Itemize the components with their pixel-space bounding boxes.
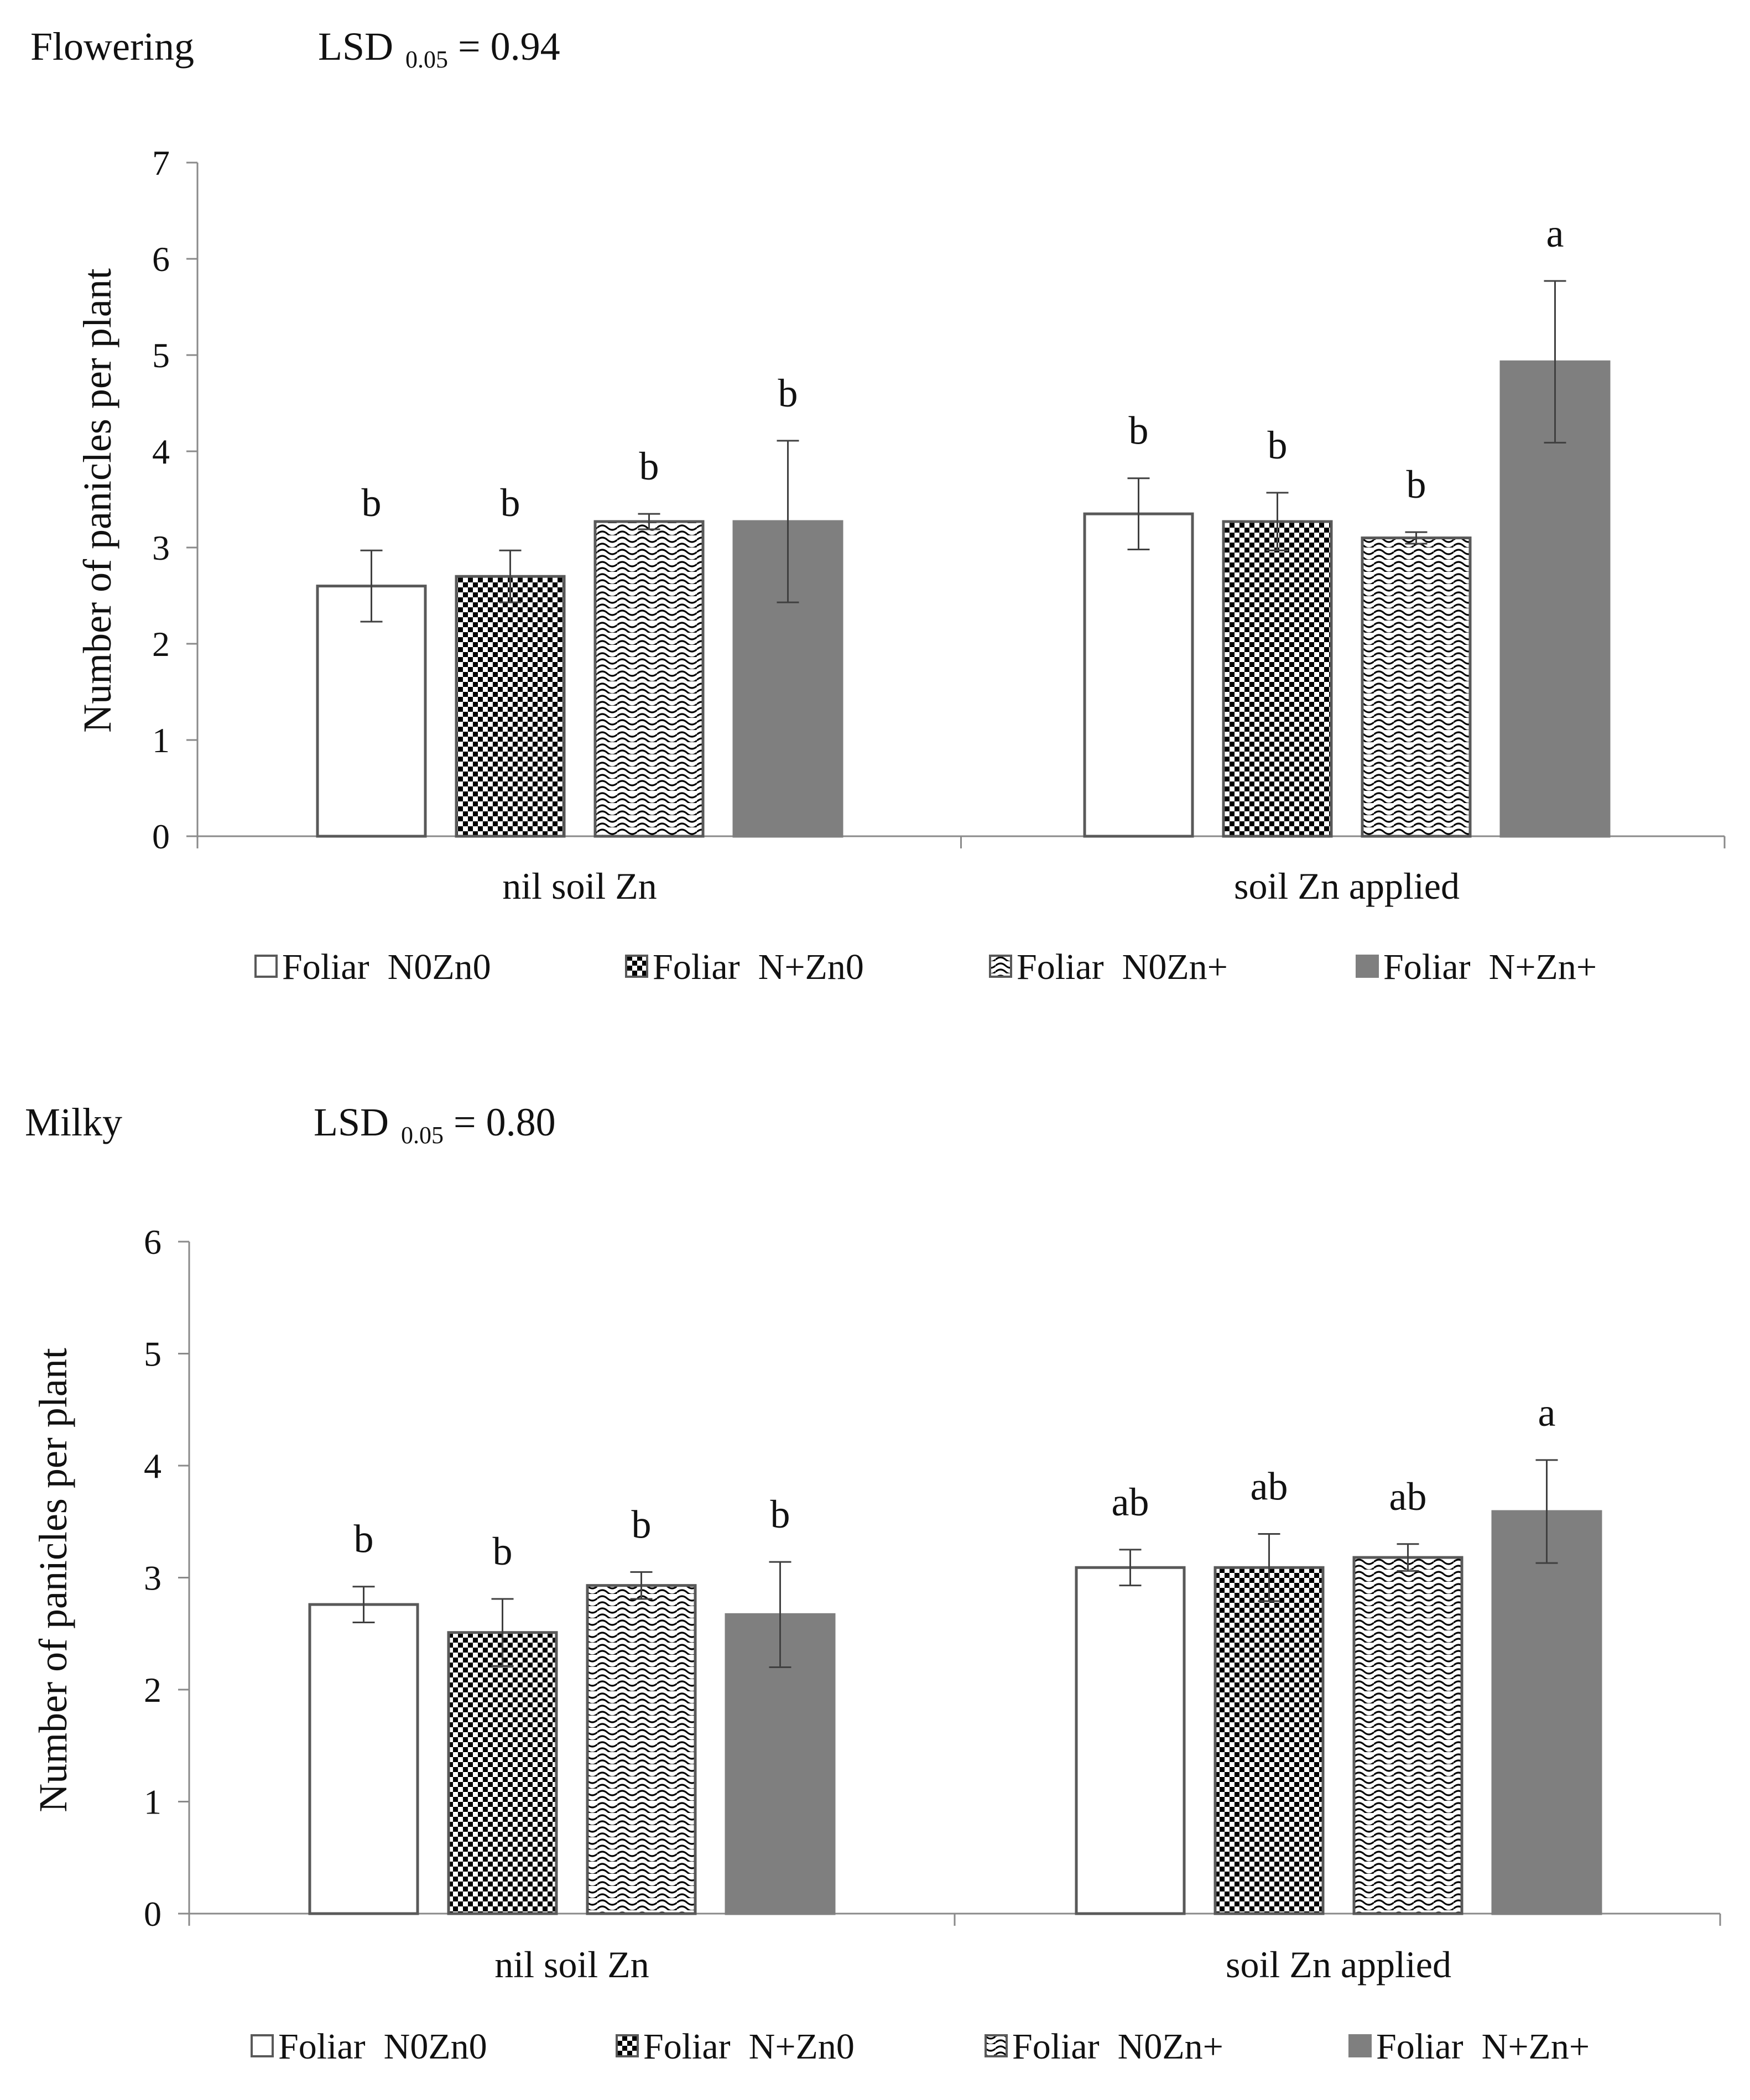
bar <box>316 585 427 838</box>
legend-swatch <box>625 955 648 978</box>
significance-letter: b <box>1129 409 1149 453</box>
legend-label: Foliar N0Zn0 <box>282 947 491 987</box>
legend: Foliar N0Zn0 Foliar N+Zn0 Foliar N0Zn+ Foli… <box>251 2026 1590 2067</box>
bar <box>447 1631 558 1915</box>
stage-label: Flowering <box>30 24 194 69</box>
y-tick-label: 1 <box>144 1783 162 1822</box>
plot-area: b b b b ab ab ab a <box>188 1390 1721 1926</box>
significance-letter: b <box>362 481 382 525</box>
y-tick-label: 5 <box>152 336 170 375</box>
y-tick-label: 4 <box>152 432 170 471</box>
y-tick-label: 1 <box>152 721 170 760</box>
bar <box>455 575 566 838</box>
bar <box>1075 1566 1186 1915</box>
x-axis-categories: nil soil Zn soil Zn applied <box>494 1943 1451 1986</box>
significance-letter: b <box>1407 462 1426 507</box>
bar <box>1352 1556 1463 1915</box>
y-tick-label: 6 <box>152 239 170 279</box>
significance-letter: b <box>1268 423 1288 467</box>
bar <box>1213 1566 1325 1915</box>
y-axis-label: Number of panicles per plant <box>31 1348 75 1812</box>
chart-panel-milky: Milky LSD 0.05 = 0.80 Number of panicles p… <box>25 1100 1721 2067</box>
significance-letter: b <box>354 1517 374 1561</box>
y-tick-label: 7 <box>152 143 170 183</box>
bar <box>308 1603 419 1915</box>
legend-swatch <box>251 2034 274 2057</box>
significance-letter: a <box>1538 1390 1556 1435</box>
lsd-label: LSD 0.05 = 0.94 <box>318 24 560 73</box>
stage-label: Milky <box>25 1100 122 1144</box>
x-category-label: nil soil Zn <box>502 865 657 907</box>
significance-letter: a <box>1546 211 1564 256</box>
y-tick-label: 6 <box>144 1222 162 1262</box>
significance-letter: b <box>770 1492 790 1536</box>
bar <box>586 1584 697 1915</box>
bar <box>1083 512 1194 838</box>
significance-letter: ab <box>1251 1465 1288 1509</box>
significance-letter: b <box>778 371 798 415</box>
lsd-subscript: 0.05 <box>405 46 448 73</box>
y-tick-label: 4 <box>144 1446 162 1486</box>
y-axis-label: Number of panicles per plant <box>75 268 119 733</box>
y-axis: 0 1 2 3 4 5 6 <box>144 1222 190 1934</box>
legend-swatch <box>1348 2034 1372 2057</box>
x-axis-categories: nil soil Zn soil Zn applied <box>502 865 1460 907</box>
legend-label: Foliar N0Zn0 <box>278 2026 487 2067</box>
plot-area: b b b b b b b a <box>196 211 1726 848</box>
bar <box>593 520 705 838</box>
bar <box>1361 536 1472 838</box>
x-category-label: nil soil Zn <box>494 1943 649 1986</box>
legend-label: Foliar N+Zn0 <box>653 947 864 987</box>
legend-label: Foliar N+Zn0 <box>643 2026 855 2067</box>
lsd-prefix: LSD <box>314 1100 389 1144</box>
y-axis: 0 1 2 3 4 5 6 7 <box>152 143 199 856</box>
lsd-value: = 0.94 <box>458 24 560 69</box>
significance-letter: b <box>639 444 659 488</box>
legend-label: Foliar N+Zn+ <box>1376 2026 1590 2067</box>
legend-swatch <box>254 955 278 978</box>
bar <box>1222 520 1333 838</box>
y-tick-label: 2 <box>144 1670 162 1710</box>
significance-letter: ab <box>1389 1474 1427 1519</box>
legend-swatch <box>985 2034 1008 2057</box>
legend: Foliar N0Zn0 Foliar N+Zn0 Foliar N0Zn+ Foli… <box>254 947 1597 987</box>
y-tick-label: 3 <box>144 1559 162 1598</box>
bar <box>1491 1510 1602 1915</box>
lsd-label: LSD 0.05 = 0.80 <box>314 1100 556 1149</box>
significance-letter: ab <box>1112 1480 1149 1524</box>
legend-label: Foliar N0Zn+ <box>1017 947 1228 987</box>
significance-letter: b <box>632 1502 652 1546</box>
legend-swatch <box>1356 955 1379 978</box>
y-tick-label: 0 <box>152 817 170 856</box>
legend-label: Foliar N+Zn+ <box>1383 947 1597 987</box>
x-category-label: soil Zn applied <box>1234 865 1460 907</box>
y-tick-label: 5 <box>144 1335 162 1374</box>
x-category-label: soil Zn applied <box>1226 1943 1451 1986</box>
legend-swatch <box>616 2034 639 2057</box>
y-tick-label: 0 <box>144 1894 162 1934</box>
chart-panel-flowering: Flowering LSD 0.05 = 0.94 Number of panicl… <box>30 24 1726 987</box>
legend-label: Foliar N0Zn+ <box>1012 2026 1223 2067</box>
lsd-value: = 0.80 <box>454 1100 556 1144</box>
y-tick-label: 3 <box>152 528 170 567</box>
significance-letter: b <box>501 481 520 525</box>
legend-swatch <box>989 955 1012 978</box>
significance-letter: b <box>493 1529 513 1573</box>
lsd-prefix: LSD <box>318 24 393 69</box>
lsd-subscript: 0.05 <box>401 1122 444 1149</box>
y-tick-label: 2 <box>152 624 170 664</box>
